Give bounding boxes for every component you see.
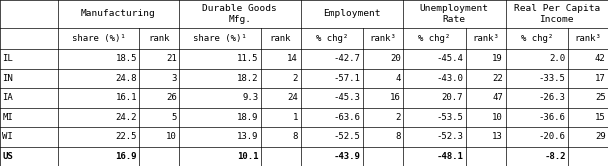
Text: -48.1: -48.1: [437, 152, 463, 161]
Text: 24: 24: [288, 93, 298, 102]
Text: rank: rank: [270, 34, 291, 43]
Text: IL: IL: [2, 54, 13, 63]
Text: -33.5: -33.5: [539, 74, 566, 83]
Text: -42.7: -42.7: [334, 54, 361, 63]
Text: -57.1: -57.1: [334, 74, 361, 83]
Text: 18.5: 18.5: [116, 54, 137, 63]
Text: 42: 42: [595, 54, 606, 63]
Text: 26: 26: [166, 93, 177, 102]
Text: 22.5: 22.5: [116, 132, 137, 141]
Text: Durable Goods
Mfg.: Durable Goods Mfg.: [202, 4, 277, 24]
Text: Employment: Employment: [323, 9, 381, 18]
Text: rank³: rank³: [370, 34, 396, 43]
Text: 13.9: 13.9: [237, 132, 258, 141]
Text: 2: 2: [395, 113, 401, 122]
Text: 24.2: 24.2: [116, 113, 137, 122]
Text: Real Per Capita
Income: Real Per Capita Income: [514, 4, 600, 24]
Text: 8: 8: [395, 132, 401, 141]
Text: 16.9: 16.9: [116, 152, 137, 161]
Text: -63.6: -63.6: [334, 113, 361, 122]
Text: % chg²: % chg²: [418, 34, 451, 43]
Text: % chg²: % chg²: [316, 34, 348, 43]
Text: -43.0: -43.0: [437, 74, 463, 83]
Text: 9.3: 9.3: [242, 93, 258, 102]
Text: MI: MI: [2, 113, 13, 122]
Text: -8.2: -8.2: [544, 152, 566, 161]
Text: Unemployment
Rate: Unemployment Rate: [420, 4, 489, 24]
Text: -26.3: -26.3: [539, 93, 566, 102]
Text: 18.2: 18.2: [237, 74, 258, 83]
Text: -45.4: -45.4: [437, 54, 463, 63]
Text: 10: 10: [492, 113, 503, 122]
Text: IN: IN: [2, 74, 13, 83]
Text: Manufacturing: Manufacturing: [81, 9, 156, 18]
Text: 20.7: 20.7: [442, 93, 463, 102]
Text: 18.9: 18.9: [237, 113, 258, 122]
Text: WI: WI: [2, 132, 13, 141]
Text: 19: 19: [492, 54, 503, 63]
Text: -43.9: -43.9: [334, 152, 361, 161]
Text: -45.3: -45.3: [334, 93, 361, 102]
Text: 15: 15: [595, 113, 606, 122]
Text: 47: 47: [492, 93, 503, 102]
Text: 22: 22: [492, 74, 503, 83]
Text: % chg²: % chg²: [520, 34, 553, 43]
Text: rank³: rank³: [472, 34, 499, 43]
Text: US: US: [2, 152, 13, 161]
Text: 3: 3: [171, 74, 177, 83]
Text: 1: 1: [292, 113, 298, 122]
Text: 29: 29: [595, 132, 606, 141]
Text: 16: 16: [390, 93, 401, 102]
Text: 2.0: 2.0: [550, 54, 566, 63]
Text: 13: 13: [492, 132, 503, 141]
Text: rank³: rank³: [575, 34, 601, 43]
Text: -53.5: -53.5: [437, 113, 463, 122]
Text: 21: 21: [166, 54, 177, 63]
Text: 2: 2: [292, 74, 298, 83]
Text: 14: 14: [288, 54, 298, 63]
Text: 25: 25: [595, 93, 606, 102]
Text: 4: 4: [395, 74, 401, 83]
Text: -52.5: -52.5: [334, 132, 361, 141]
Text: share (%)¹: share (%)¹: [72, 34, 125, 43]
Text: rank: rank: [148, 34, 170, 43]
Text: -52.3: -52.3: [437, 132, 463, 141]
Text: 10.1: 10.1: [237, 152, 258, 161]
Text: share (%)¹: share (%)¹: [193, 34, 247, 43]
Text: 20: 20: [390, 54, 401, 63]
Text: 5: 5: [171, 113, 177, 122]
Text: -36.6: -36.6: [539, 113, 566, 122]
Text: -20.6: -20.6: [539, 132, 566, 141]
Text: 24.8: 24.8: [116, 74, 137, 83]
Text: IA: IA: [2, 93, 13, 102]
Text: 8: 8: [292, 132, 298, 141]
Text: 17: 17: [595, 74, 606, 83]
Text: 16.1: 16.1: [116, 93, 137, 102]
Text: 11.5: 11.5: [237, 54, 258, 63]
Text: 10: 10: [166, 132, 177, 141]
